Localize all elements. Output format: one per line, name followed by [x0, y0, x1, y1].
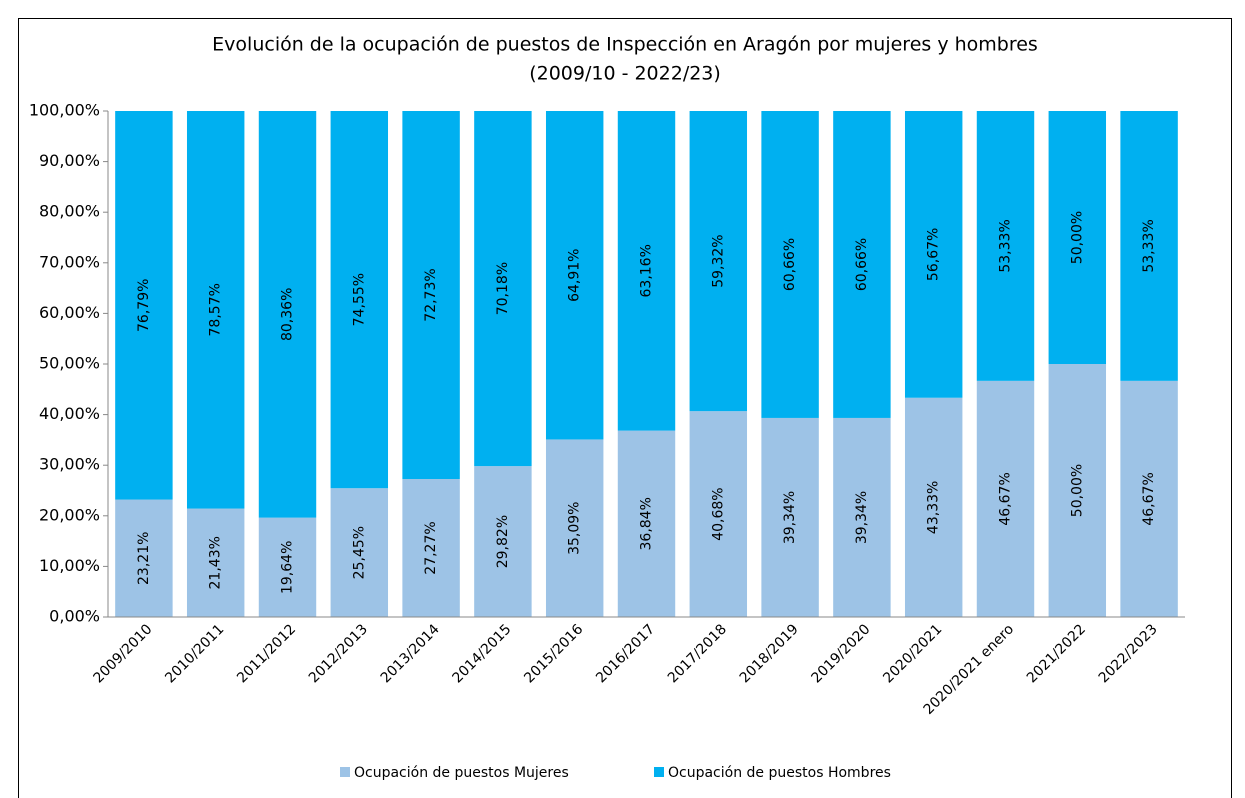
y-tick-label: 0,00% — [49, 607, 100, 626]
data-label: 53,33% — [1141, 219, 1157, 272]
bar-segment — [186, 508, 245, 617]
data-label: 60,66% — [782, 238, 798, 291]
legend-label: Ocupación de puestos Mujeres — [354, 765, 569, 781]
bar-segment — [976, 380, 1035, 617]
data-label: 46,67% — [1141, 472, 1157, 525]
bar-segment — [1120, 111, 1178, 381]
data-label: 29,82% — [495, 515, 511, 568]
data-label: 50,00% — [1069, 211, 1085, 264]
bar-segment — [330, 488, 389, 617]
bar-segment — [258, 517, 317, 617]
data-label: 78,57% — [208, 283, 224, 336]
y-tick-label: 10,00% — [39, 556, 100, 575]
data-label: 40,68% — [710, 487, 726, 540]
data-label: 60,66% — [854, 238, 870, 291]
data-label: 43,33% — [926, 481, 942, 534]
bar-segment — [186, 111, 245, 509]
data-label: 64,91% — [567, 249, 583, 302]
data-label: 39,34% — [854, 491, 870, 544]
bar-segment — [689, 111, 748, 412]
data-label: 72,73% — [423, 268, 439, 321]
y-tick-label: 50,00% — [39, 354, 100, 373]
data-label: 21,43% — [208, 536, 224, 589]
bar-segment — [115, 499, 173, 617]
chart-subtitle: (2009/10 - 2022/23) — [529, 63, 721, 85]
data-label: 27,27% — [423, 521, 439, 574]
y-tick-label: 60,00% — [39, 303, 100, 322]
y-tick-label: 90,00% — [39, 151, 100, 170]
bar-segment — [904, 397, 963, 617]
bar-segment — [1120, 380, 1178, 617]
legend-label: Ocupación de puestos Hombres — [668, 765, 891, 781]
data-label: 53,33% — [998, 219, 1014, 272]
data-label: 50,00% — [1069, 464, 1085, 517]
data-label: 39,34% — [782, 491, 798, 544]
bar-segment — [617, 430, 676, 617]
bar-segment — [258, 111, 317, 518]
bar-segment — [115, 111, 173, 500]
bar-segment — [833, 417, 891, 617]
bar-segment — [474, 466, 532, 617]
data-label: 36,84% — [639, 497, 655, 550]
data-label: 59,32% — [710, 234, 726, 287]
y-tick-label: 20,00% — [39, 505, 100, 524]
chart-title: Evolución de la ocupación de puestos de … — [212, 34, 1038, 56]
y-tick-label: 40,00% — [39, 404, 100, 423]
y-tick-label: 30,00% — [39, 455, 100, 474]
data-label: 76,79% — [136, 279, 152, 332]
legend-swatch — [654, 767, 664, 777]
bar-segment — [474, 111, 532, 467]
bar-segment — [330, 111, 389, 489]
bar-segment — [545, 111, 604, 440]
data-label: 56,67% — [926, 228, 942, 281]
bar-segment — [402, 111, 460, 480]
data-label: 23,21% — [136, 532, 152, 585]
data-label: 80,36% — [280, 288, 296, 341]
data-label: 70,18% — [495, 262, 511, 315]
y-tick-label: 100,00% — [29, 101, 100, 120]
bar-segment — [833, 111, 891, 418]
data-label: 25,45% — [351, 526, 367, 579]
bar-segment — [689, 411, 748, 617]
data-label: 74,55% — [351, 273, 367, 326]
bar-segment — [761, 417, 819, 617]
bar-segment — [545, 439, 604, 617]
y-tick-label: 80,00% — [39, 202, 100, 221]
bar-segment — [1048, 364, 1107, 617]
legend-swatch — [340, 767, 350, 777]
data-label: 35,09% — [567, 502, 583, 555]
bar-segment — [617, 111, 676, 431]
bar-segment — [1048, 111, 1107, 364]
data-label: 19,64% — [280, 541, 296, 594]
data-label: 46,67% — [998, 472, 1014, 525]
bar-segment — [904, 111, 963, 398]
y-tick-label: 70,00% — [39, 252, 100, 271]
data-label: 63,16% — [639, 244, 655, 297]
bar-segment — [761, 111, 819, 418]
bar-segment — [402, 479, 460, 617]
bar-segment — [976, 111, 1035, 381]
